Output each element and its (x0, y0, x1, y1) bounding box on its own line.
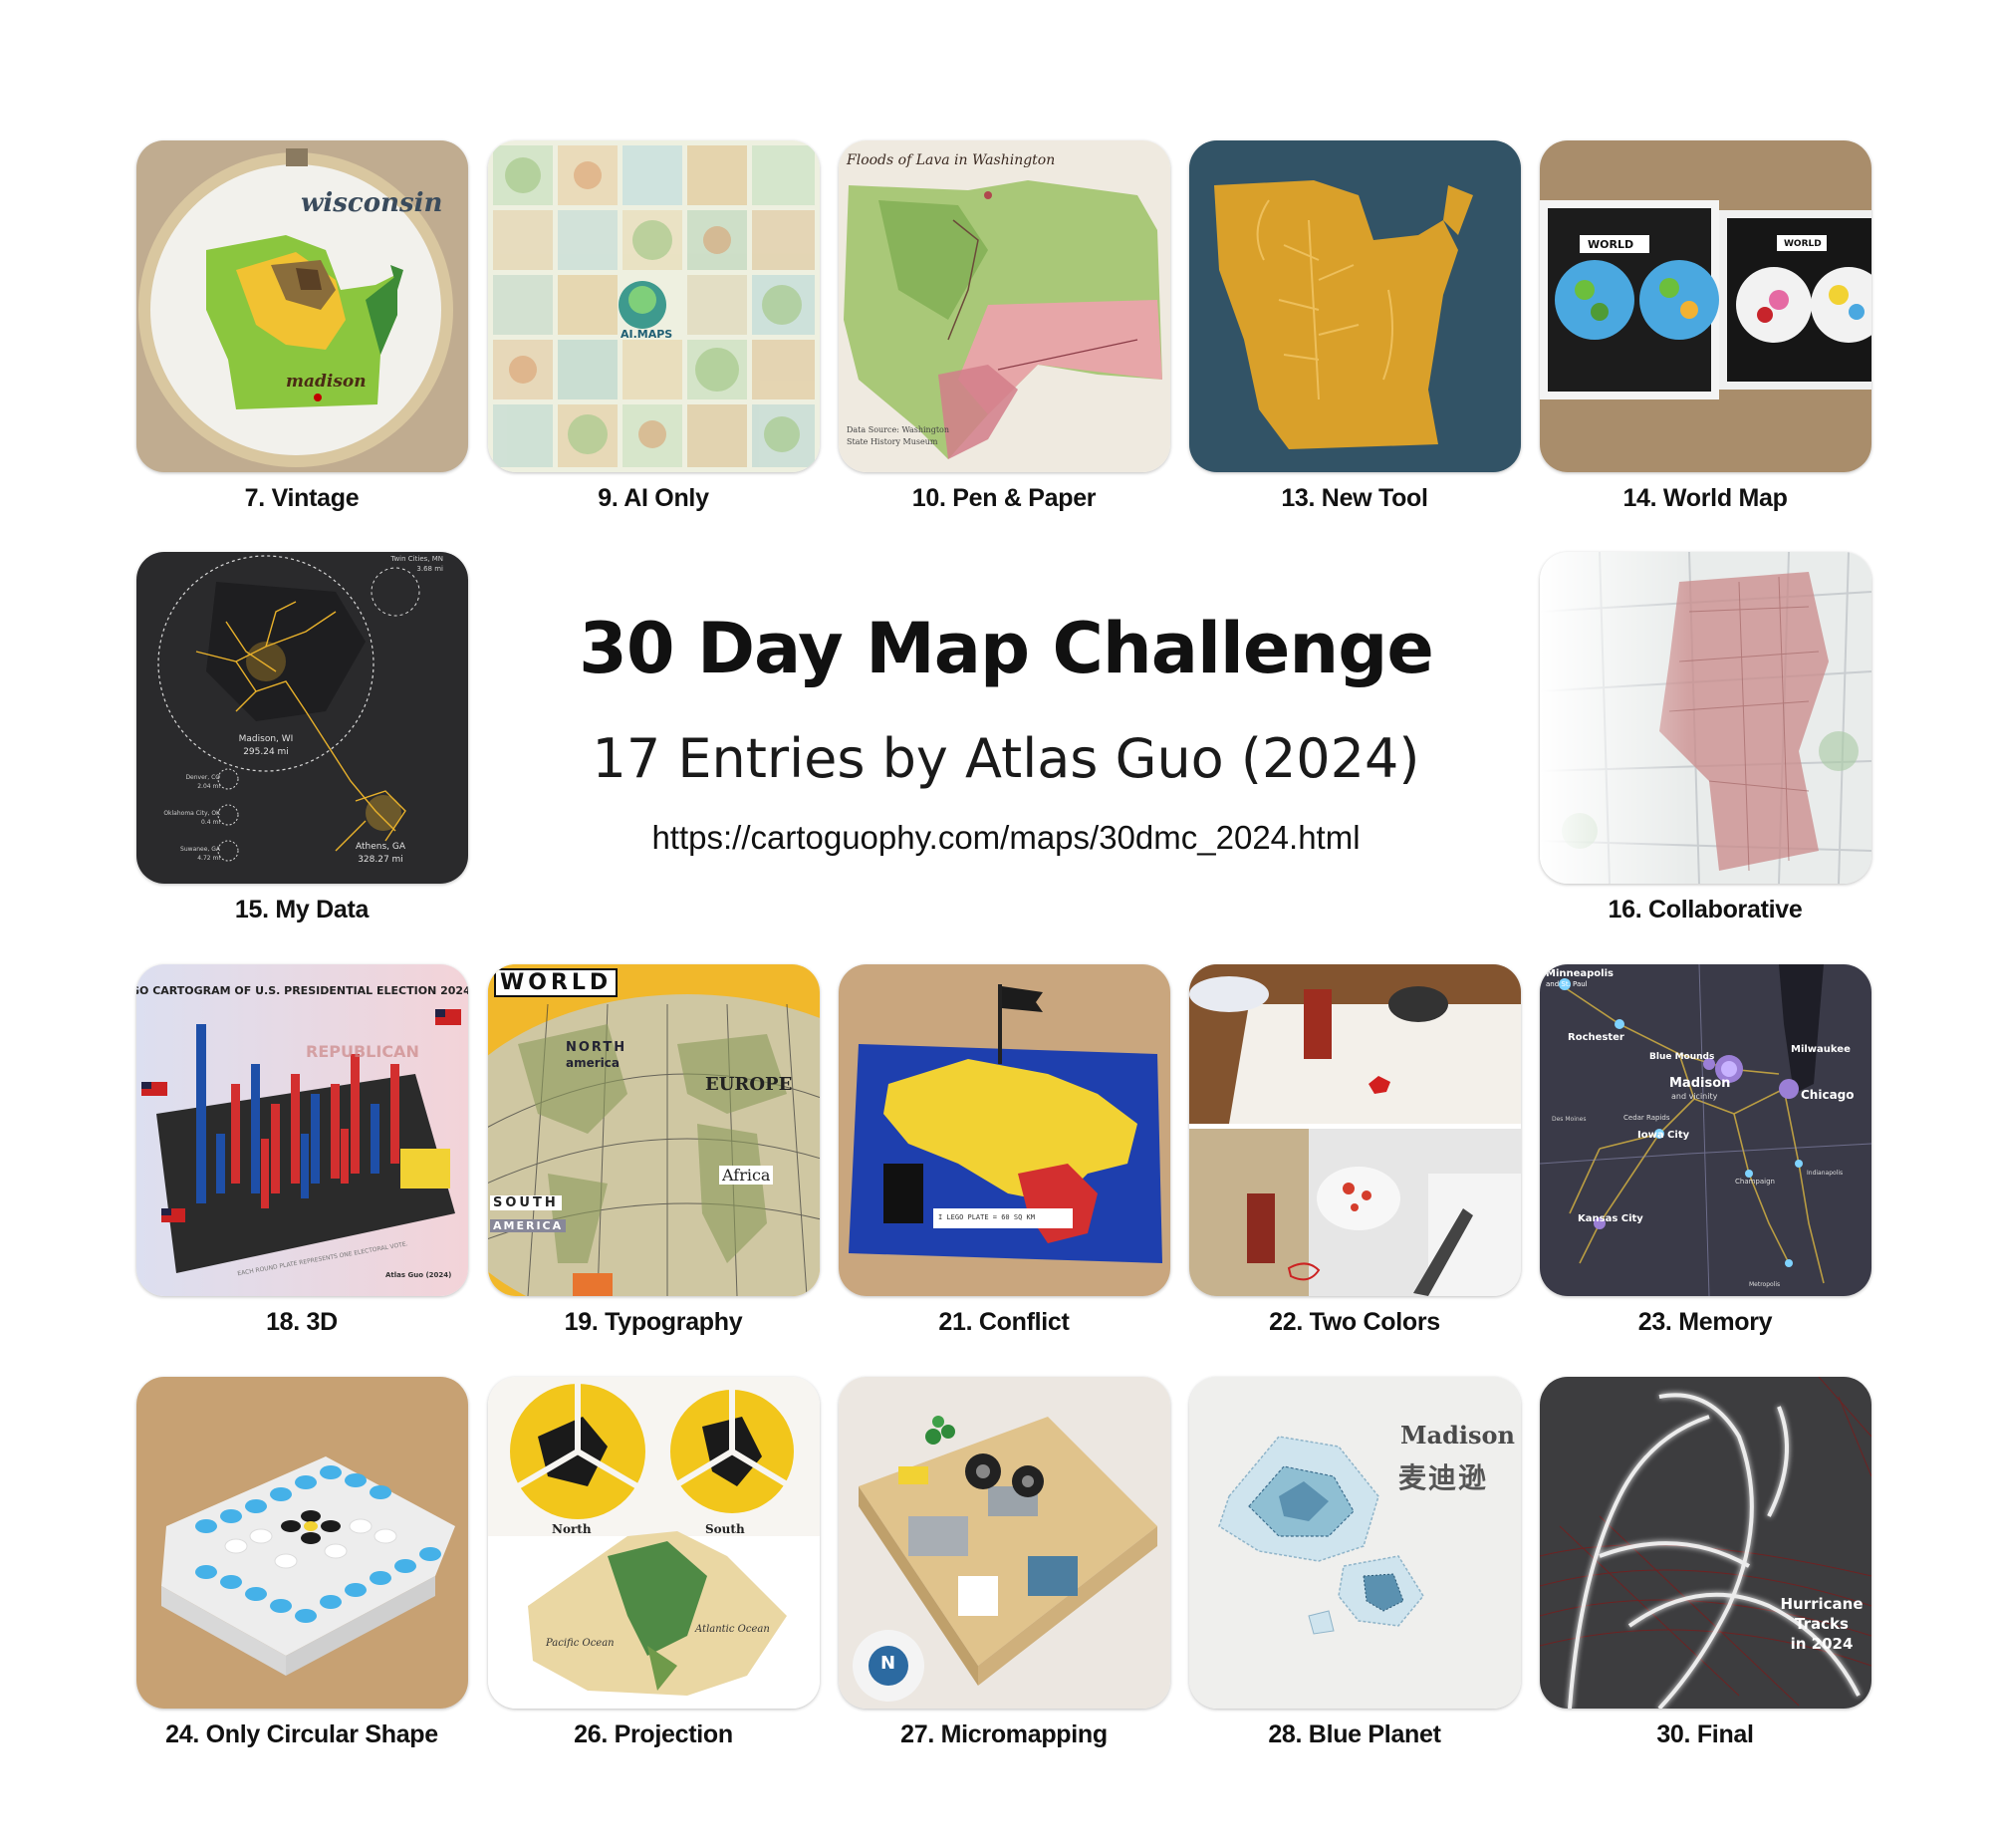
tile-final[interactable]: Hurricane Tracks in 2024 (1540, 1377, 1871, 1709)
lego-conflict-map-image (839, 964, 1170, 1296)
tile-circular-shape[interactable] (136, 1377, 468, 1709)
cyanotype-wisconsin-image (1189, 140, 1521, 472)
blue-lakes-embroidery-image (1189, 1377, 1521, 1709)
tile-two-colors[interactable] (1189, 964, 1521, 1296)
collaborative-street-map-image (1540, 552, 1871, 884)
vintage-embroidery-image (136, 140, 468, 472)
projection-map-image (488, 1377, 820, 1709)
tile-conflict[interactable]: I LEGO PLATE = 60 SQ KM (839, 964, 1170, 1296)
caption-blue-planet: 28. Blue Planet (1268, 1720, 1441, 1748)
page-url-link[interactable]: https://cartoguophy.com/maps/30dmc_2024.… (651, 819, 1361, 856)
tile-new-tool[interactable] (1189, 140, 1521, 472)
caption-3d: 18. 3D (266, 1308, 338, 1336)
tile-vintage[interactable]: wisconsin madison (136, 140, 468, 472)
lego-election-cartogram-image (136, 964, 468, 1296)
tile-memory[interactable]: Minneapolis and St. Paul Rochester Blue … (1540, 964, 1871, 1296)
lego-circular-flag-image (136, 1377, 468, 1709)
gps-tracks-map-image (136, 552, 468, 884)
watercolor-washington-image (839, 140, 1170, 472)
page-subtitle: 17 Entries by Atlas Guo (2024) (592, 727, 1420, 790)
caption-collaborative: 16. Collaborative (1608, 896, 1803, 924)
tile-typography[interactable]: WORLD NORTH america EUROPE Africa SOUTH … (488, 964, 820, 1296)
tile-projection[interactable]: North South Pacific Ocean Atlantic Ocean (488, 1377, 820, 1709)
two-colors-seal-image (1189, 964, 1521, 1296)
tile-collaborative[interactable] (1540, 552, 1871, 884)
caption-memory: 23. Memory (1637, 1308, 1773, 1336)
caption-circular-shape: 24. Only Circular Shape (165, 1720, 438, 1748)
caption-conflict: 21. Conflict (938, 1308, 1070, 1336)
caption-new-tool: 13. New Tool (1281, 484, 1428, 512)
tile-world-map[interactable]: WORLD WORLD (1540, 140, 1871, 472)
caption-pen-paper: 10. Pen & Paper (911, 484, 1097, 512)
caption-ai-only: 9. AI Only (598, 484, 709, 512)
caption-micromapping: 27. Micromapping (900, 1720, 1108, 1748)
caption-world-map: 14. World Map (1622, 484, 1788, 512)
tile-ai-only[interactable]: AI.MAPS (488, 140, 820, 472)
caption-vintage: 7. Vintage (244, 484, 360, 512)
tile-pen-paper[interactable]: Floods of Lava in Washington Data Source… (839, 140, 1170, 472)
caption-projection: 26. Projection (574, 1720, 733, 1748)
ai-maps-collage-image (488, 140, 820, 472)
tile-micromapping[interactable]: N (839, 1377, 1170, 1709)
caption-two-colors: 22. Two Colors (1269, 1308, 1440, 1336)
page-title: 30 Day Map Challenge (579, 608, 1434, 689)
tile-blue-planet[interactable]: Madison 麦迪逊 (1189, 1377, 1521, 1709)
hurricane-tracks-image (1540, 1377, 1871, 1709)
typography-world-map-image (488, 964, 820, 1296)
lego-micromapping-image (839, 1377, 1170, 1709)
memory-midwest-map-image (1540, 964, 1871, 1296)
caption-my-data: 15. My Data (234, 896, 370, 924)
lego-world-map-image (1540, 140, 1871, 472)
tile-my-data[interactable]: Twin Cities, MN 3.68 mi Madison, WI 295.… (136, 552, 468, 884)
tile-3d[interactable]: GO CARTOGRAM OF U.S. PRESIDENTIAL ELECTI… (136, 964, 468, 1296)
caption-typography: 19. Typography (564, 1308, 743, 1336)
caption-final: 30. Final (1656, 1720, 1754, 1748)
